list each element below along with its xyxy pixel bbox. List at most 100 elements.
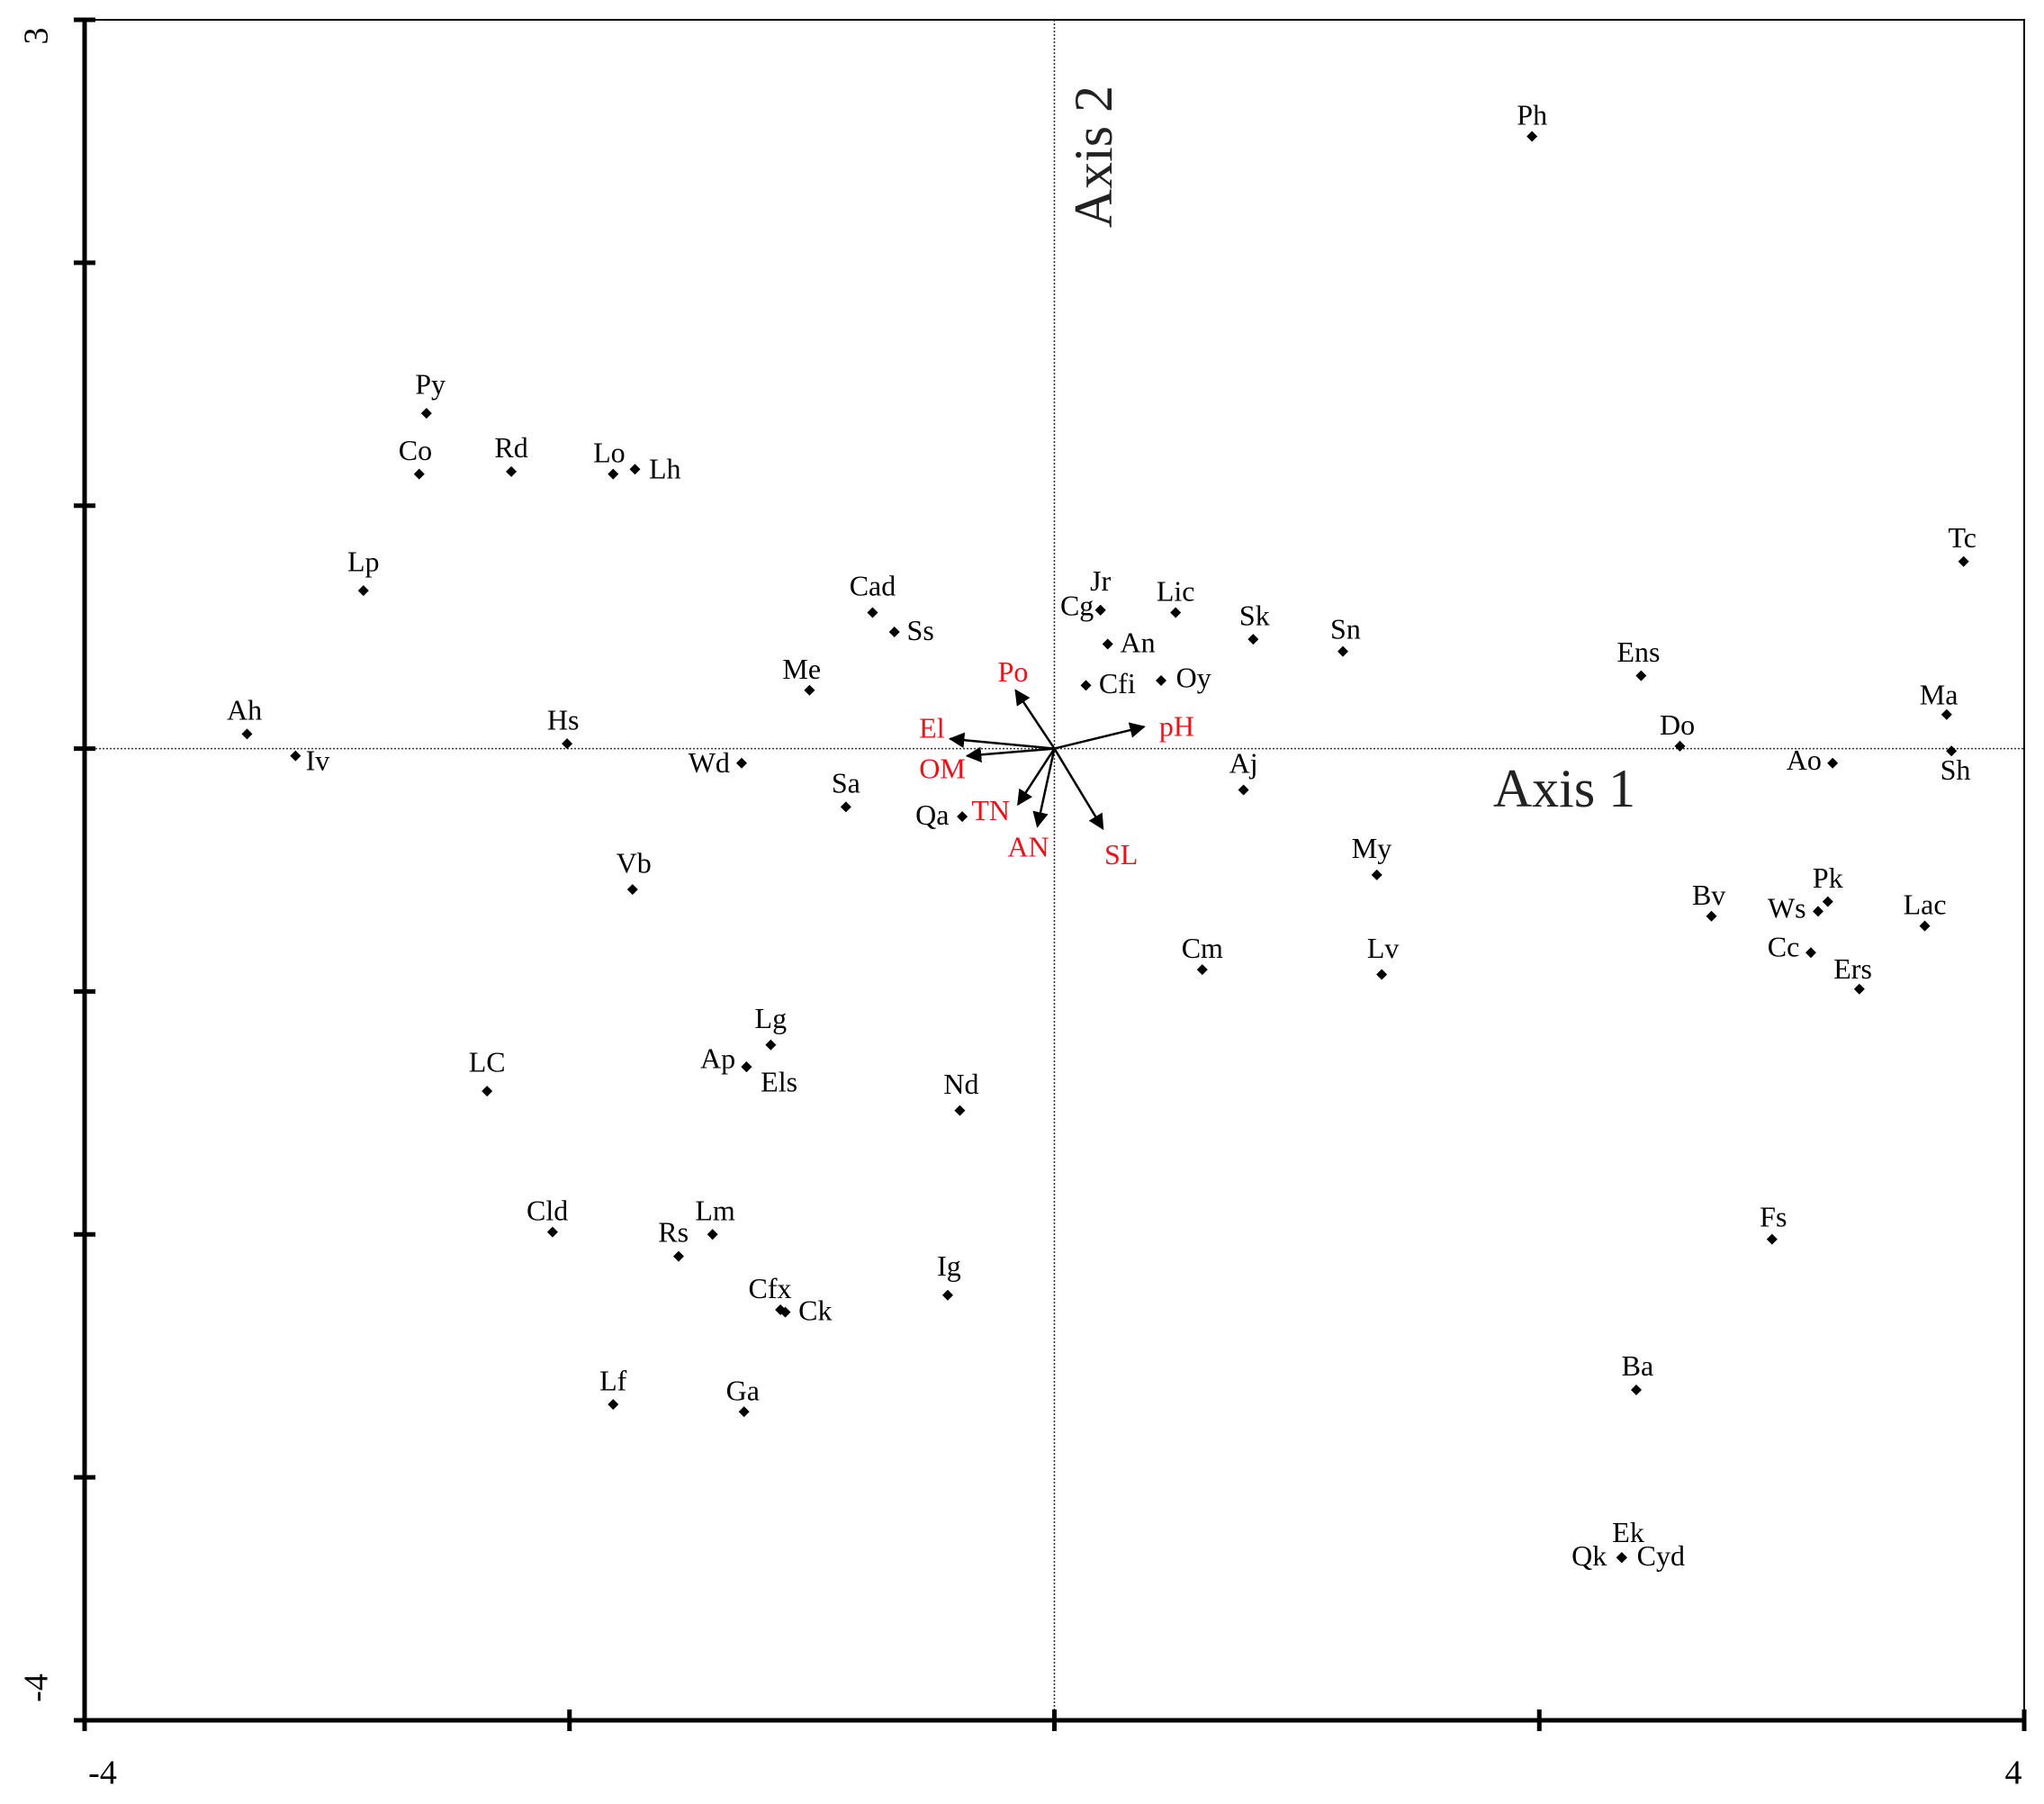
env-label: OM <box>919 752 966 784</box>
species-point <box>626 884 638 896</box>
species-label: Lf <box>599 1364 627 1396</box>
species-label: Cfx <box>749 1272 792 1304</box>
species-label: Fs <box>1760 1200 1787 1232</box>
species-point <box>954 1105 966 1116</box>
species-point <box>840 801 851 813</box>
species-label: Lo <box>593 437 626 469</box>
species-point <box>1766 1233 1778 1245</box>
species-label: Ck <box>798 1294 832 1326</box>
species-label: Lic <box>1157 575 1195 608</box>
species-label: Ens <box>1616 636 1660 668</box>
species-label: Cg <box>1060 590 1094 622</box>
species-point <box>1526 131 1538 142</box>
species-label: Oy <box>1176 661 1211 693</box>
species-label: Aj <box>1229 747 1258 780</box>
species-point <box>765 1039 777 1051</box>
x-tick-label: -4 <box>88 1754 117 1792</box>
species-label: Sa <box>832 767 860 799</box>
species-label: Lm <box>695 1194 735 1226</box>
species-point <box>608 1399 619 1411</box>
species-label: Sk <box>1239 599 1270 631</box>
species-label: Lac <box>1904 888 1947 921</box>
species-point <box>1946 745 1958 757</box>
species-label: Ph <box>1517 99 1547 131</box>
env-arrow <box>1054 722 1146 750</box>
species-label: Els <box>761 1066 797 1098</box>
species-label: Cfi <box>1099 667 1136 699</box>
env-arrow <box>1053 747 1104 831</box>
species-label: An <box>1121 626 1156 658</box>
x-tick-label: 4 <box>2005 1754 2022 1792</box>
species-label: Py <box>415 368 446 401</box>
species-label: Ao <box>1787 744 1822 776</box>
species-point <box>804 684 815 696</box>
species-point <box>941 1289 953 1301</box>
y-tick-label: -4 <box>18 1673 56 1702</box>
species-point <box>1371 869 1382 880</box>
species-point <box>1706 910 1717 922</box>
species-label: Cyd <box>1637 1539 1685 1572</box>
species-point <box>888 627 900 638</box>
species-point <box>1813 906 1824 917</box>
species-point <box>629 464 641 475</box>
species-point <box>867 607 878 618</box>
env-arrow <box>948 732 1055 750</box>
species-point <box>1170 607 1182 618</box>
species-point <box>1919 920 1931 932</box>
species-point <box>241 728 253 740</box>
species-point <box>1827 757 1839 769</box>
species-point <box>1958 555 1969 567</box>
species-label: Nd <box>943 1068 978 1100</box>
species-label: Wd <box>689 746 730 779</box>
species-point <box>1674 740 1686 752</box>
species-label: Tc <box>1948 521 1976 554</box>
species-label: My <box>1352 832 1391 864</box>
species-point <box>562 738 573 750</box>
species-point <box>1337 645 1349 657</box>
env-arrow <box>1032 748 1056 828</box>
species-label: Qa <box>915 798 949 831</box>
species-label: Ba <box>1622 1349 1654 1382</box>
species-point <box>707 1229 718 1240</box>
species-point <box>1196 964 1208 976</box>
env-arrow <box>1014 689 1056 750</box>
species-label: Ws <box>1768 892 1806 925</box>
species-label: Cld <box>527 1195 568 1227</box>
env-label: TN <box>971 794 1010 826</box>
env-label: SL <box>1104 838 1138 870</box>
species-label: Lg <box>755 1002 788 1034</box>
species-point <box>738 1406 750 1418</box>
species-label: Cad <box>850 570 896 602</box>
species-label: Bv <box>1692 879 1725 911</box>
species-point <box>957 811 968 823</box>
species-point <box>1247 634 1259 645</box>
species-label: Me <box>782 653 821 685</box>
species-label: Lp <box>347 546 380 578</box>
species-label: Sh <box>1940 753 1971 786</box>
species-label: Iv <box>306 744 330 777</box>
species-label: Ers <box>1833 952 1872 985</box>
species-label: Cm <box>1182 932 1223 964</box>
species-label: Rs <box>658 1216 689 1249</box>
species-point <box>420 408 432 419</box>
species-label: Pk <box>1813 861 1843 894</box>
species-point <box>1102 638 1113 650</box>
species-point <box>1616 1552 1627 1564</box>
species-label: Ss <box>907 614 934 646</box>
species-label: Hs <box>547 703 580 735</box>
env-arrow <box>965 746 1055 763</box>
species-point <box>1631 1384 1642 1395</box>
species-label: Ek <box>1612 1516 1644 1548</box>
species-label: Cc <box>1768 931 1800 963</box>
species-point <box>736 757 748 769</box>
species-point <box>1094 604 1106 616</box>
species-point <box>1156 675 1167 687</box>
species-point <box>1853 983 1865 995</box>
species-label: Jr <box>1090 564 1111 597</box>
species-point <box>546 1226 558 1238</box>
species-point <box>1805 947 1816 959</box>
env-label: AN <box>1007 830 1049 862</box>
species-label: Do <box>1660 708 1695 741</box>
species-point <box>482 1086 493 1097</box>
